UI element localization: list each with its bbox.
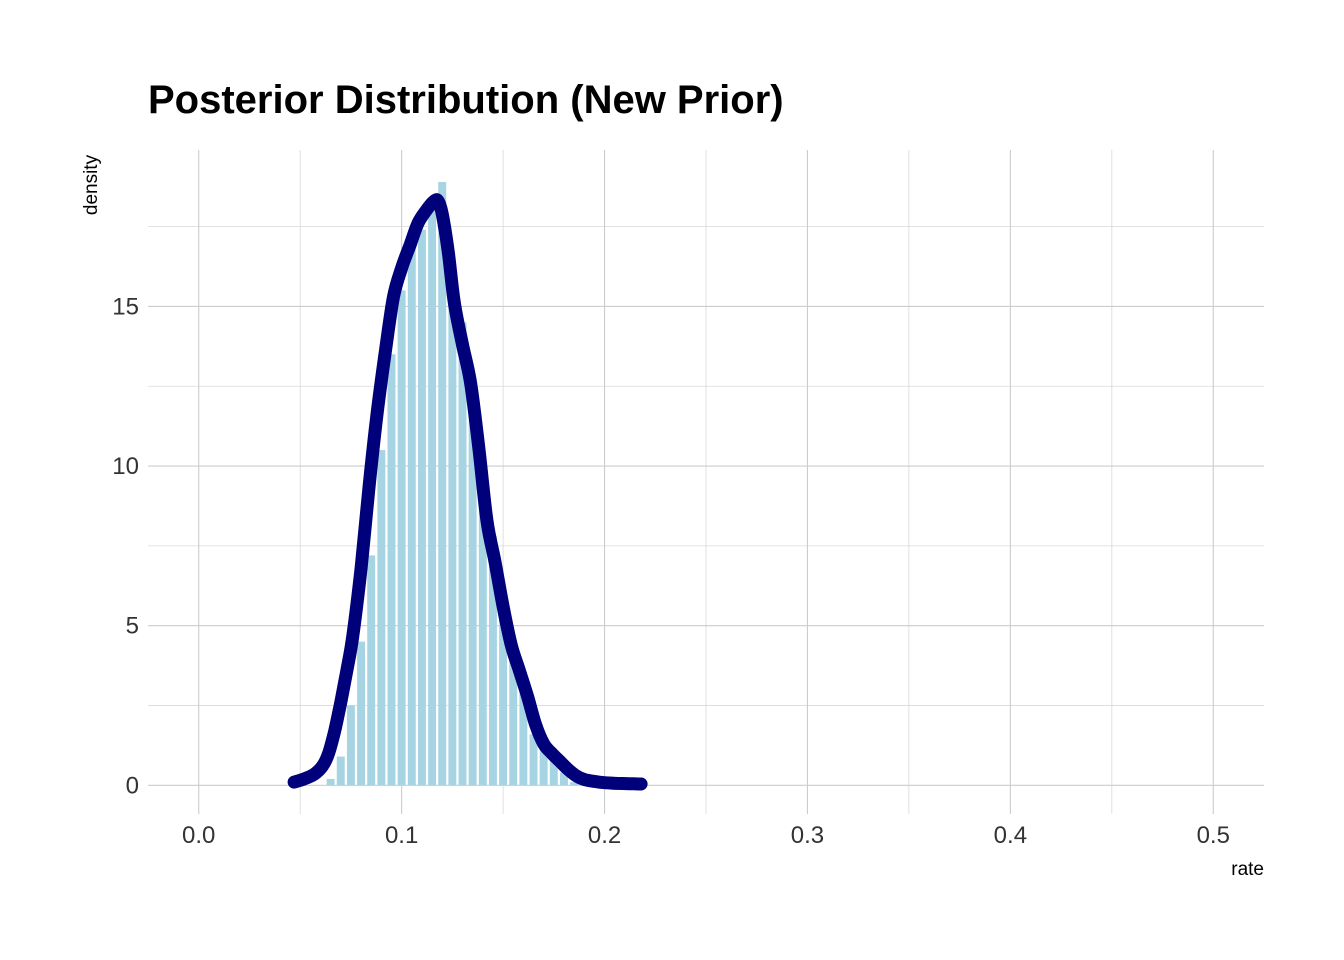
x-tick-label: 0.3 [791, 822, 824, 849]
histogram-bar [570, 782, 579, 786]
x-tick-label: 0.5 [1197, 822, 1230, 849]
histogram-bar [458, 322, 467, 786]
histogram-bar [478, 478, 487, 786]
histogram-bar [559, 772, 568, 786]
histogram-bar [488, 536, 497, 786]
histogram-bar [336, 756, 345, 786]
density-curve [287, 193, 648, 791]
histogram-bar [549, 759, 558, 786]
y-axis-title: density [81, 154, 102, 215]
grid-lines [148, 150, 1264, 814]
density-curve-layer [287, 193, 648, 791]
x-tick-label: 0.2 [588, 822, 621, 849]
y-axis-ticks: 0 5 10 15 [112, 293, 139, 799]
histogram-bar [529, 734, 538, 786]
x-axis-ticks: 0.0 0.1 0.2 0.3 0.4 0.5 [182, 822, 1230, 849]
x-tick-label: 0.4 [994, 822, 1027, 849]
histogram-bar [509, 657, 518, 786]
histogram-bar [438, 181, 447, 786]
histogram-bar [357, 641, 366, 786]
histogram-bar [417, 229, 426, 786]
histogram-bars [326, 181, 579, 786]
x-axis-title: rate [1231, 859, 1264, 880]
histogram-bar [367, 555, 376, 786]
histogram-bar [346, 705, 355, 786]
y-tick-label: 10 [112, 453, 139, 480]
y-tick-label: 5 [126, 613, 139, 640]
histogram-bar [397, 290, 406, 786]
x-tick-label: 0.1 [385, 822, 418, 849]
histogram-bar [448, 287, 457, 786]
y-tick-label: 0 [126, 772, 139, 799]
histogram-bar [377, 450, 386, 786]
histogram-bar [468, 392, 477, 786]
histogram-bar [407, 248, 416, 786]
histogram-bar [539, 746, 548, 786]
histogram-bar [428, 204, 437, 786]
histogram-bar [519, 692, 528, 786]
histogram-bar [387, 354, 396, 786]
chart-title: Posterior Distribution (New Prior) [148, 78, 784, 122]
histogram-bar [326, 778, 335, 786]
y-tick-label: 15 [112, 293, 139, 320]
histogram-bar [499, 603, 508, 786]
x-tick-label: 0.0 [182, 822, 215, 849]
